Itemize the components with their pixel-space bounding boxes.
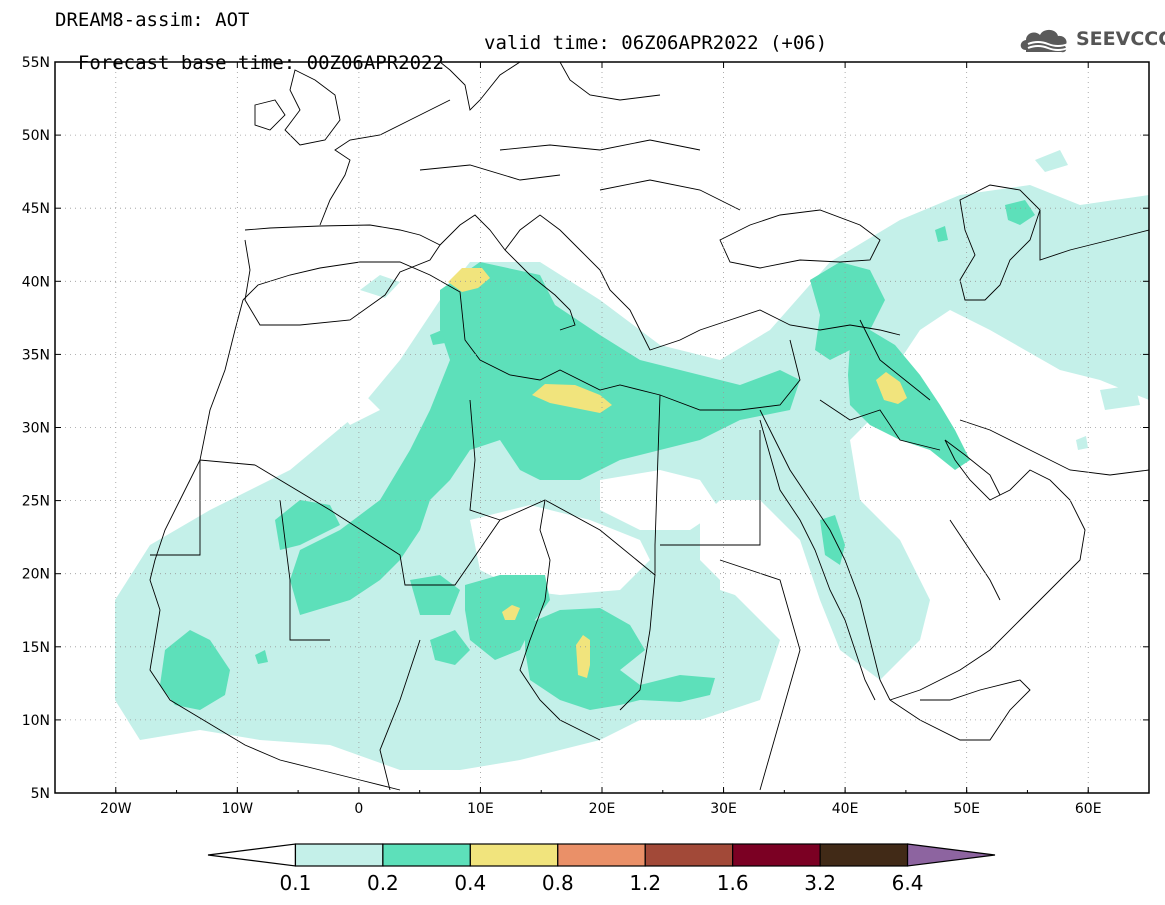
- aot-fields: [115, 150, 1149, 770]
- lat-label: 55N: [22, 55, 50, 71]
- colorbar-label: 1.2: [629, 871, 661, 895]
- latitude-labels: 55N 50N 45N 40N 35N 30N 25N 20N 15N 10N 5N: [22, 55, 50, 802]
- lon-label: 10E: [467, 801, 494, 817]
- lat-label: 25N: [22, 494, 50, 510]
- lon-label: 20E: [589, 801, 616, 817]
- colorbar-label: 3.2: [804, 871, 836, 895]
- coastlines-and-borders: [149, 62, 1149, 791]
- lon-label: 20W: [100, 801, 132, 817]
- map-gridlines: [55, 62, 1149, 793]
- cloud-logo-icon: [1020, 29, 1069, 53]
- lon-label: 30E: [710, 801, 737, 817]
- lat-label: 15N: [22, 640, 50, 656]
- lon-label: 40E: [832, 801, 859, 817]
- valid-time: valid time: 06Z06APR2022 (+06): [484, 32, 828, 54]
- map-title: DREAM8-assim: AOT: [55, 9, 250, 31]
- aot-band-0.4-0.8: [448, 268, 907, 678]
- colorbar-segment: [906, 843, 996, 867]
- colorbar-segment: [732, 843, 821, 867]
- colorbar-segment: [557, 843, 646, 867]
- colorbar: [207, 843, 996, 867]
- seevccc-logo: SEEVCCC: [1018, 24, 1165, 56]
- lat-label: 20N: [22, 567, 50, 583]
- colorbar-label: 6.4: [892, 871, 924, 895]
- lat-label: 35N: [22, 347, 50, 363]
- lon-label: 60E: [1075, 801, 1102, 817]
- lat-label: 5N: [31, 786, 50, 802]
- colorbar-segment: [819, 843, 909, 867]
- lat-label: 45N: [22, 201, 50, 217]
- logo-text: SEEVCCC: [1076, 28, 1165, 50]
- lat-label: 10N: [22, 713, 50, 729]
- aot-clear-areas: [330, 390, 780, 600]
- lat-label: 40N: [22, 274, 50, 290]
- colorbar-segment: [294, 843, 384, 867]
- lat-label: 50N: [22, 128, 50, 144]
- colorbar-label: 0.8: [542, 871, 574, 895]
- colorbar-segment: [644, 843, 734, 867]
- map-axis-ticks: [54, 61, 1150, 794]
- forecast-time-line: Forecast base time: 00Z06APR2022 valid t…: [55, 33, 827, 93]
- lon-label: 10W: [221, 801, 253, 817]
- lat-label: 30N: [22, 421, 50, 437]
- colorbar-label: 0.4: [454, 871, 486, 895]
- colorbar-segment: [382, 843, 471, 867]
- aot-band-0.2-0.4: [160, 200, 1035, 710]
- colorbar-labels: 0.1 0.2 0.4 0.8 1.2 1.6 3.2 6.4: [280, 871, 924, 895]
- colorbar-segment: [469, 843, 559, 867]
- aot-band-0.1-0.2: [115, 150, 1149, 770]
- lon-label: 50E: [953, 801, 980, 817]
- colorbar-segment: [207, 843, 297, 867]
- colorbar-label: 0.1: [280, 871, 312, 895]
- colorbar-label: 0.2: [367, 871, 399, 895]
- forecast-base-time: Forecast base time: 00Z06APR2022: [77, 52, 444, 74]
- lon-label: 0: [354, 801, 363, 817]
- colorbar-label: 1.6: [717, 871, 749, 895]
- longitude-labels: 20W 10W 0 10E 20E 30E 40E 50E 60E: [100, 801, 1102, 817]
